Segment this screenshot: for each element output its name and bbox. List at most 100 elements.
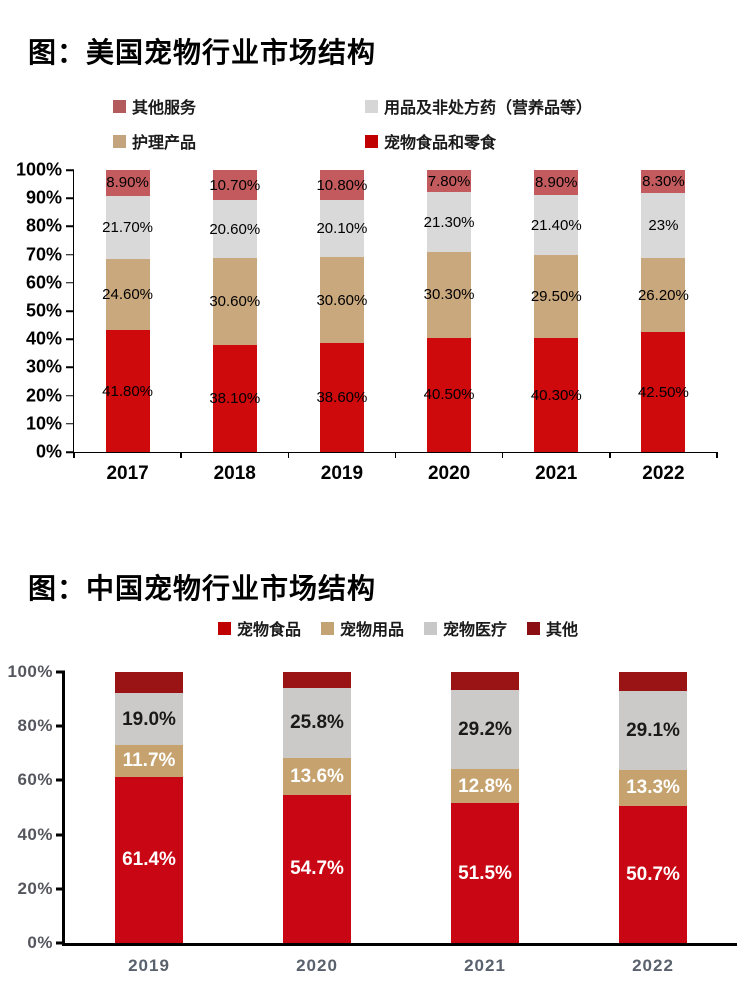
bar-segment: 24.60% — [102, 258, 153, 331]
bar: 38.60% 30.60% 20.10% 10.80% — [316, 170, 367, 452]
y-axis-tick — [66, 253, 74, 256]
y-axis-label: 10% — [25, 413, 62, 434]
y-axis-label: 0% — [35, 441, 62, 462]
y-axis-label: 80% — [17, 716, 53, 736]
bar-segment: 21.70% — [102, 195, 153, 259]
bar-segment: 41.80% — [102, 330, 153, 452]
legend-item: 宠物食品 — [217, 616, 301, 640]
bar-segment: 13.6% — [283, 757, 351, 795]
y-axis-tick — [66, 394, 74, 397]
bar: 50.7% 13.3% 29.1% — [619, 672, 687, 943]
legend-swatch-icon — [320, 621, 334, 635]
us-chart-legend: 其他服务 用品及非处方药（营养品等） 护理产品 宠物食品和零食 — [113, 94, 592, 153]
legend-item: 宠物用品 — [320, 616, 404, 640]
x-axis-tick — [73, 452, 75, 458]
segment-value-label: 23% — [648, 217, 679, 235]
legend-item: 宠物医疗 — [424, 616, 507, 640]
segment-value-label: 61.4% — [122, 849, 176, 871]
bar-segment: 38.10% — [209, 344, 260, 452]
bar-segment: 29.2% — [451, 689, 519, 769]
bar-segment: 30.60% — [316, 257, 367, 344]
segment-value-label: 10.80% — [316, 176, 368, 194]
y-axis-label: 80% — [25, 215, 62, 236]
y-axis-label: 60% — [17, 770, 53, 790]
legend-swatch-icon — [527, 621, 541, 635]
bar: 40.50% 30.30% 21.30% 7.80% — [424, 170, 475, 452]
x-axis-tick — [287, 452, 290, 458]
bar-segment: 61.4% — [115, 776, 183, 943]
segment-value-label: 8.30% — [642, 173, 685, 191]
y-axis-tick — [56, 778, 65, 782]
x-axis-label: 2022 — [632, 956, 674, 975]
bar: 41.80% 24.60% 21.70% 8.90% — [102, 170, 153, 452]
legend-item: 宠物食品和零食 — [365, 129, 592, 153]
x-axis-label: 2022 — [642, 463, 685, 484]
bar-segment: 10.80% — [316, 170, 367, 201]
legend-swatch-icon — [365, 99, 378, 113]
bar-segment: 38.60% — [316, 343, 367, 452]
segment-value-label: 20.60% — [209, 220, 261, 238]
bar: 40.30% 29.50% 21.40% 8.90% — [531, 170, 582, 452]
y-axis-tick — [66, 366, 74, 369]
bar-segment: 10.70% — [209, 170, 260, 201]
legend-item: 其他 — [527, 616, 578, 640]
segment-value-label: 30.30% — [423, 286, 475, 304]
bar-segment: 13.3% — [619, 769, 687, 806]
y-axis-label: 90% — [25, 187, 62, 208]
segment-value-label: 41.80% — [102, 382, 154, 400]
y-axis-tick — [56, 833, 65, 837]
us-chart-plot: 0% 10% 20% 30% 40% 50% 60% 70% 80% 90% 100% 41.80% 2… — [16, 160, 718, 484]
x-axis-label: 2019 — [320, 463, 364, 484]
x-axis-tick — [501, 452, 504, 458]
legend-label: 宠物食品 — [236, 622, 301, 639]
y-axis-tick — [56, 724, 65, 728]
legend-label: 用品及非处方药（营养品等） — [384, 100, 593, 117]
segment-value-label: 12.8% — [458, 775, 512, 797]
segment-value-label: 11.7% — [122, 750, 176, 772]
segment-value-label: 38.60% — [316, 389, 368, 407]
y-axis-label: 40% — [17, 824, 53, 844]
x-axis-label: 2017 — [106, 463, 149, 484]
y-axis-label: 100% — [7, 662, 53, 681]
segment-value-label: 8.90% — [106, 174, 149, 192]
bar-segment: 26.20% — [638, 258, 689, 333]
y-axis-label: 30% — [25, 356, 62, 377]
segment-value-label: 20.10% — [316, 220, 368, 238]
cn-chart-legend: 宠物食品 宠物用品 宠物医疗 其他 — [62, 616, 734, 640]
segment-value-label: 7.80% — [427, 172, 471, 190]
bar: 38.10% 30.60% 20.60% 10.70% — [209, 170, 260, 452]
bar-segment: 29.50% — [531, 255, 582, 339]
y-axis-tick — [66, 310, 74, 312]
bar-segment — [451, 672, 519, 690]
x-axis-label: 2021 — [535, 463, 578, 484]
bar-segment: 40.50% — [424, 337, 475, 452]
segment-value-label: 21.30% — [423, 213, 475, 231]
segment-value-label: 30.60% — [209, 292, 261, 310]
y-axis-tick — [66, 225, 74, 228]
bar-segment: 30.30% — [424, 252, 475, 338]
bar-segment: 30.60% — [209, 258, 260, 345]
legend-item: 其他服务 — [113, 94, 365, 118]
y-axis-tick — [66, 282, 74, 284]
x-axis-tick — [716, 452, 718, 458]
y-axis-label: 40% — [25, 328, 62, 349]
y-axis-label: 60% — [25, 272, 62, 293]
x-axis-label: 2018 — [213, 463, 256, 484]
bar: 42.50% 26.20% 23% 8.30% — [638, 170, 689, 452]
y-axis-tick — [66, 423, 74, 425]
segment-value-label: 29.1% — [626, 719, 680, 741]
x-axis-tick — [609, 452, 611, 458]
bar-segment: 21.30% — [424, 192, 475, 253]
bar-segment: 8.90% — [534, 170, 579, 196]
legend-label: 护理产品 — [132, 135, 197, 152]
bar-segment: 20.10% — [316, 200, 367, 258]
segment-value-label: 50.7% — [626, 863, 680, 885]
x-axis-tick — [394, 452, 397, 458]
y-axis-label: 20% — [25, 385, 62, 406]
segment-value-label: 29.50% — [530, 288, 582, 306]
legend-label: 其他 — [546, 622, 579, 639]
x-axis-tick — [180, 452, 182, 458]
y-axis-label: 50% — [25, 300, 62, 321]
segment-value-label: 21.70% — [102, 218, 154, 236]
